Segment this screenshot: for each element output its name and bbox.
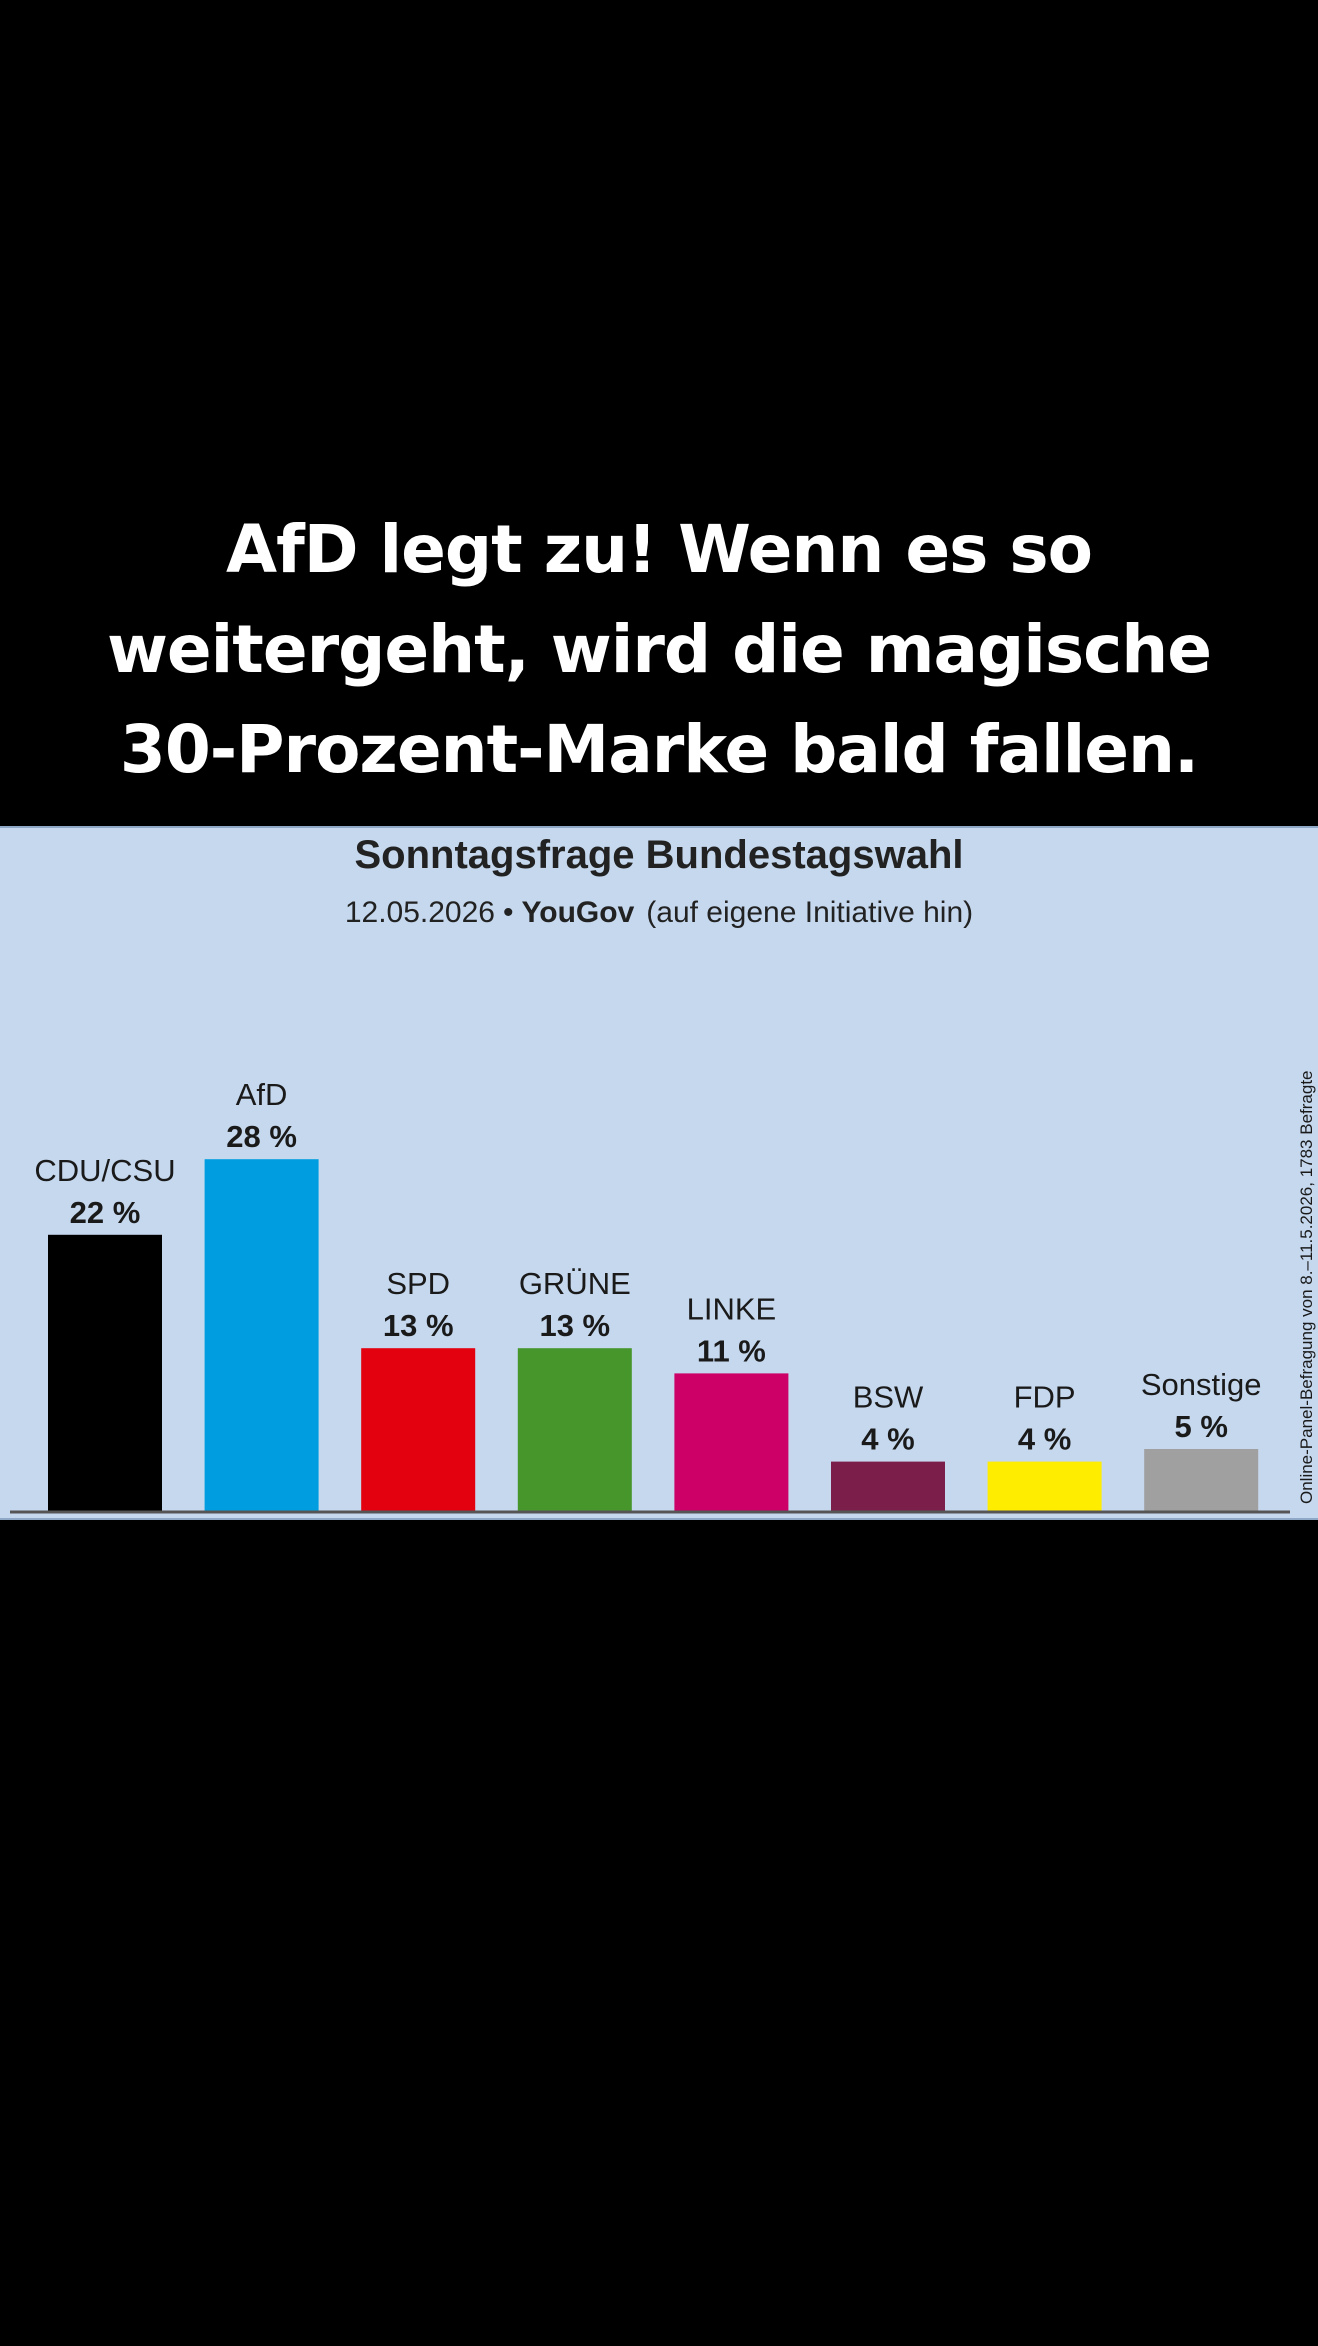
chart-title: Sonntagsfrage Bundestagswahl [355,833,964,877]
bar-linke [674,1373,789,1512]
bar-category-label: AfD [236,1077,288,1112]
chart-subtitle: 12.05.2026 • YouGov (auf eigene Initiative … [345,896,973,929]
bar-category-label: FDP [1014,1380,1076,1415]
bar-afd [204,1159,319,1512]
chart-separator: • [503,896,514,929]
bar-fdp [987,1461,1102,1512]
bar-value-label: 28 % [226,1119,297,1154]
bar-value-label: 4 % [861,1422,914,1457]
bar-value-label: 22 % [70,1195,141,1230]
chart-source-note: (auf eigene Initiative hin) [646,896,973,929]
survey-method-note: Online-Panel-Befragung von 8.–11.5.2026,… [1297,1071,1316,1505]
video-caption: AfD legt zu! Wenn es so weitergeht, wird… [40,500,1278,800]
caption-line-2: weitergeht, wird die magische [106,611,1212,688]
caption-line-1: AfD legt zu! Wenn es so [225,511,1093,588]
bar-value-label: 5 % [1174,1409,1227,1444]
bar-category-label: SPD [386,1266,450,1301]
bar-category-label: BSW [853,1380,924,1415]
caption-line-3: 30-Prozent-Marke bald fallen. [119,711,1199,788]
bar-cdu-csu [48,1234,162,1512]
chart-source: YouGov [522,896,635,929]
bar-category-label: CDU/CSU [34,1153,175,1188]
bar-category-label: LINKE [687,1291,777,1326]
poll-bar-chart: Sonntagsfrage Bundestagswahl 12.05.2026 •… [10,833,1316,1514]
bar-gr-ne [517,1348,632,1512]
bar-value-label: 11 % [697,1333,766,1368]
bar-value-label: 13 % [383,1308,454,1343]
bar-category-label: GRÜNE [519,1266,631,1301]
bar-category-label: Sonstige [1141,1367,1262,1402]
bar-value-label: 13 % [539,1308,610,1343]
bar-sonstige [1144,1449,1259,1512]
poll-chart-panel: Sonntagsfrage Bundestagswahl 12.05.2026 •… [0,826,1318,1520]
bar-spd [361,1348,476,1512]
bars-group: 22 % CDU/CSU 28 % AfD 13 % SPD 13 % GRÜNE 11 % LI… [34,1077,1262,1512]
bar-bsw [831,1461,945,1512]
chart-date: 12.05.2026 [345,896,495,929]
bar-value-label: 4 % [1018,1422,1071,1457]
